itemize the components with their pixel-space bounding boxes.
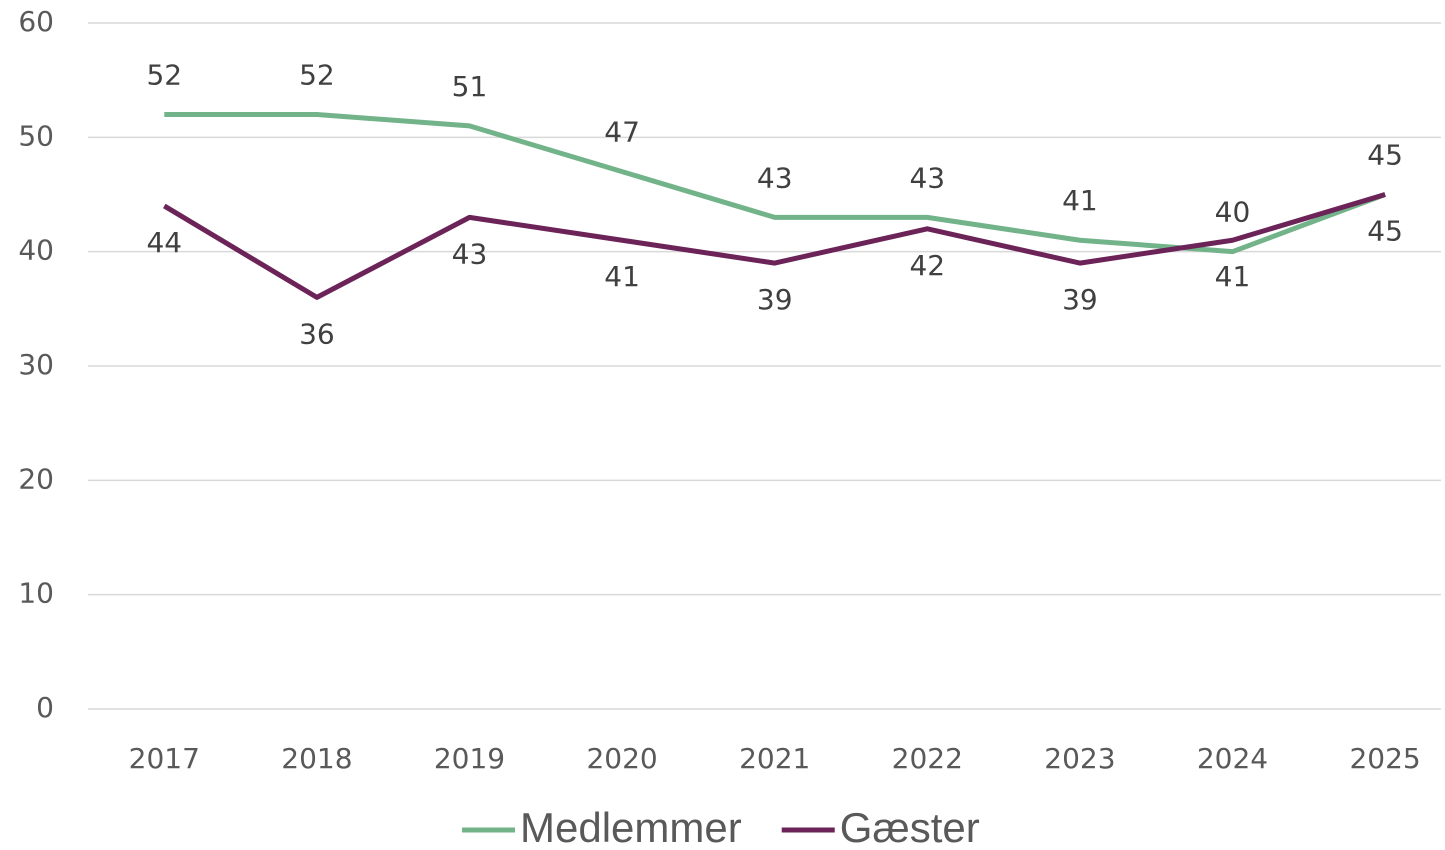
data-label: 41 — [1062, 184, 1098, 217]
data-label: 42 — [909, 249, 945, 282]
data-label: 43 — [757, 161, 793, 194]
data-label: 43 — [452, 237, 488, 270]
y-tick-label: 60 — [18, 5, 54, 38]
y-tick-label: 20 — [18, 462, 54, 495]
x-tick-label: 2020 — [586, 742, 657, 775]
data-label: 36 — [299, 317, 335, 350]
data-label: 45 — [1367, 139, 1403, 172]
y-tick-label: 30 — [18, 348, 54, 381]
data-label: 52 — [299, 58, 335, 91]
data-label: 51 — [452, 70, 488, 103]
data-label: 44 — [146, 226, 182, 259]
data-label: 41 — [1215, 260, 1251, 293]
x-tick-label: 2017 — [129, 742, 200, 775]
data-label: 41 — [604, 260, 640, 293]
data-label: 43 — [909, 161, 945, 194]
y-tick-label: 0 — [36, 691, 54, 724]
x-tick-label: 2018 — [281, 742, 352, 775]
x-tick-label: 2021 — [739, 742, 810, 775]
y-tick-label: 40 — [18, 234, 54, 267]
data-label: 52 — [146, 58, 182, 91]
data-label: 39 — [757, 283, 793, 316]
y-tick-label: 50 — [18, 119, 54, 152]
data-label: 39 — [1062, 283, 1098, 316]
y-tick-label: 10 — [18, 577, 54, 610]
legend-label: Gæster — [840, 804, 980, 850]
data-label: 45 — [1367, 215, 1403, 248]
x-tick-label: 2022 — [892, 742, 963, 775]
legend-label: Medlemmer — [520, 804, 742, 850]
data-label: 47 — [604, 116, 640, 149]
x-tick-label: 2025 — [1349, 742, 1420, 775]
data-label: 40 — [1215, 196, 1251, 229]
x-tick-label: 2023 — [1044, 742, 1115, 775]
x-tick-label: 2024 — [1197, 742, 1268, 775]
x-tick-label: 2019 — [434, 742, 505, 775]
series-line — [163, 192, 1386, 300]
